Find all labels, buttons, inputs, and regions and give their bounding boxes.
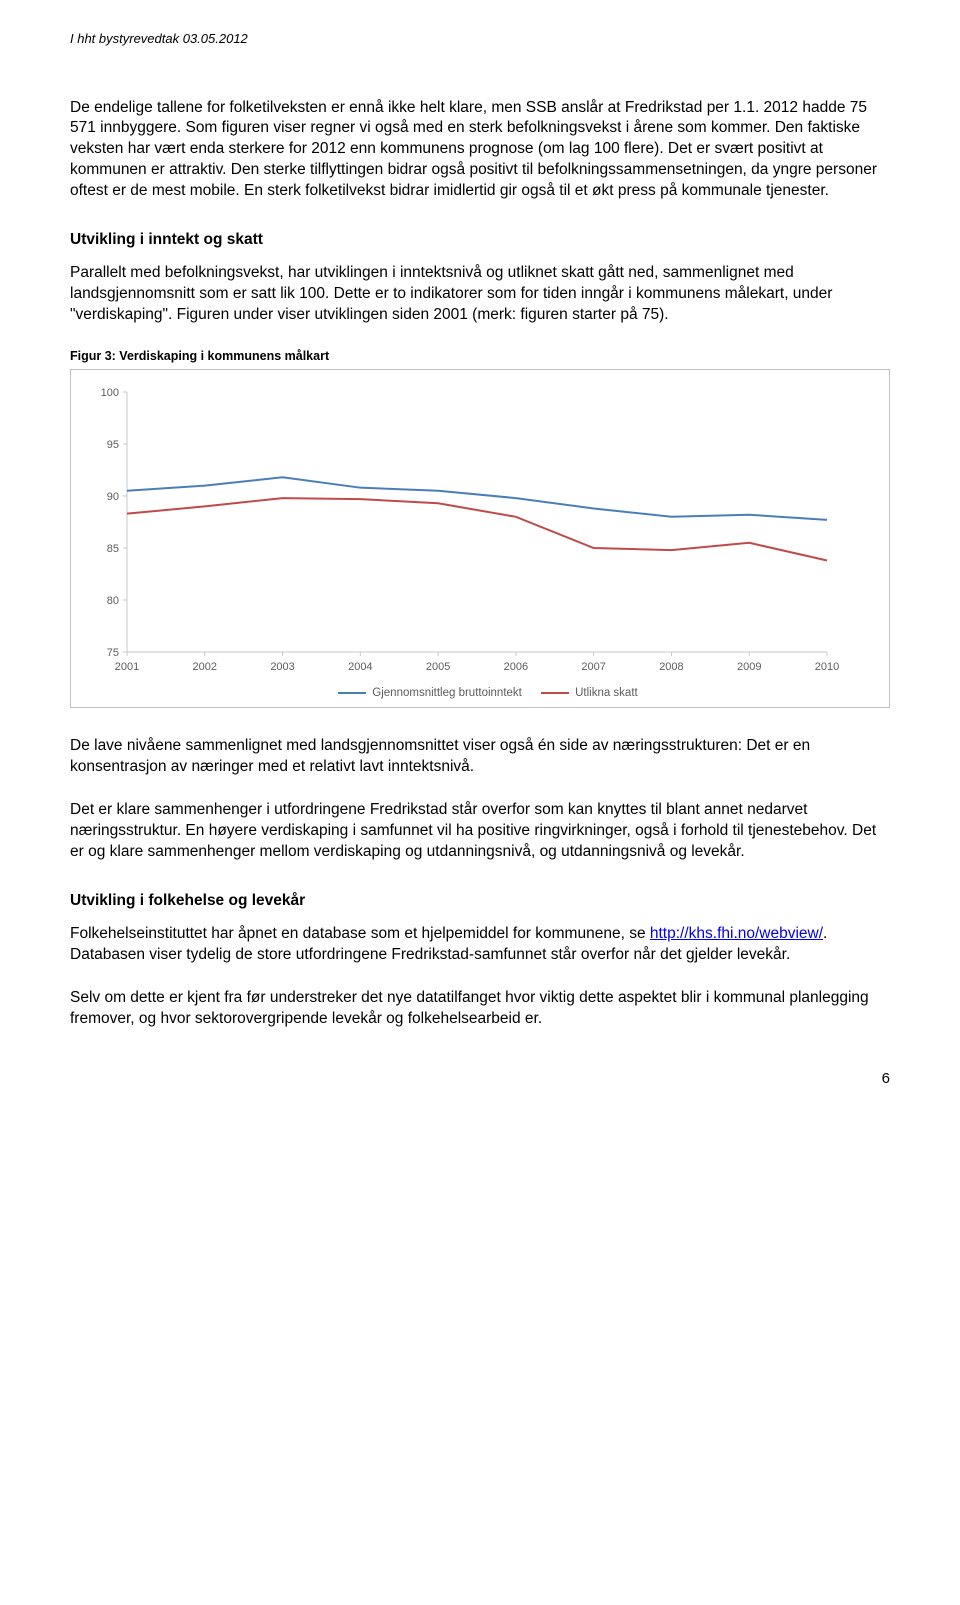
line-chart: 75 80 85 90 95 100 2001 2002 2003 2004 2005 2006 200… xyxy=(85,380,845,680)
svg-text:2009: 2009 xyxy=(737,661,761,673)
svg-text:90: 90 xyxy=(107,491,119,503)
paragraph-4: Det er klare sammenhenger i utfordringen… xyxy=(70,800,890,863)
svg-text:2003: 2003 xyxy=(270,661,294,673)
page-number: 6 xyxy=(70,1069,890,1089)
legend-swatch-1 xyxy=(338,692,366,694)
section-heading-income: Utvikling i inntekt og skatt xyxy=(70,230,890,251)
legend-label-1: Gjennomsnittleg bruttoinntekt xyxy=(372,687,522,699)
paragraph-5-pre: Folkehelseinstituttet har åpnet en datab… xyxy=(70,925,650,942)
paragraph-3: De lave nivåene sammenlignet med landsgj… xyxy=(70,736,890,778)
paragraph-6: Selv om dette er kjent fra før understre… xyxy=(70,988,890,1030)
svg-text:85: 85 xyxy=(107,543,119,555)
svg-text:75: 75 xyxy=(107,647,119,659)
paragraph-5: Folkehelseinstituttet har åpnet en datab… xyxy=(70,924,890,966)
header-note: I hht bystyrevedtak 03.05.2012 xyxy=(70,30,890,48)
legend-swatch-2 xyxy=(541,692,569,694)
svg-text:100: 100 xyxy=(101,387,119,399)
chart-container: 75 80 85 90 95 100 2001 2002 2003 2004 2005 2006 200… xyxy=(70,369,890,709)
svg-text:2006: 2006 xyxy=(504,661,528,673)
chart-legend: Gjennomsnittleg bruttoinntekt Utlikna sk… xyxy=(85,680,875,702)
paragraph-1: De endelige tallene for folketilveksten … xyxy=(70,98,890,203)
svg-text:80: 80 xyxy=(107,595,119,607)
svg-text:2005: 2005 xyxy=(426,661,450,673)
figure-caption: Figur 3: Verdiskaping i kommunens målkar… xyxy=(70,348,890,365)
svg-text:2007: 2007 xyxy=(581,661,605,673)
svg-text:95: 95 xyxy=(107,439,119,451)
svg-text:2010: 2010 xyxy=(815,661,839,673)
section-heading-health: Utvikling i folkehelse og levekår xyxy=(70,891,890,912)
svg-text:2008: 2008 xyxy=(659,661,683,673)
svg-text:2001: 2001 xyxy=(115,661,139,673)
legend-label-2: Utlikna skatt xyxy=(575,687,638,699)
paragraph-2: Parallelt med befolkningsvekst, har utvi… xyxy=(70,263,890,326)
svg-text:2002: 2002 xyxy=(193,661,217,673)
svg-text:2004: 2004 xyxy=(348,661,372,673)
database-link[interactable]: http://khs.fhi.no/webview/ xyxy=(650,925,823,942)
